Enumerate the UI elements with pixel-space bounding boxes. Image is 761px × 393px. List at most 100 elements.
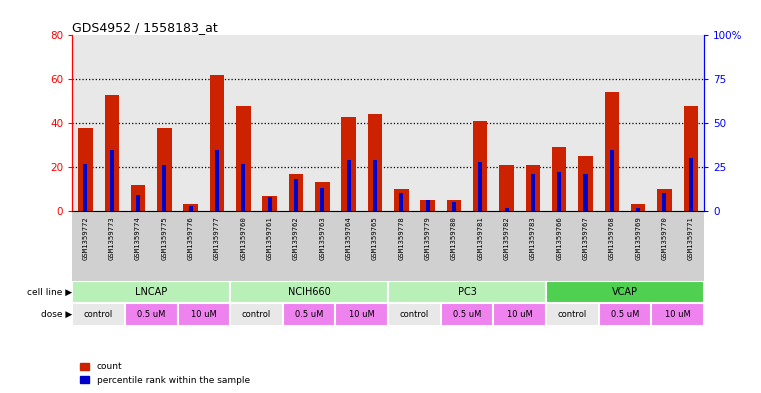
Bar [388, 303, 441, 326]
Text: GSM1359768: GSM1359768 [609, 217, 615, 261]
Bar [158, 128, 172, 211]
Bar [493, 303, 546, 326]
Bar [552, 147, 566, 211]
Bar [373, 160, 377, 211]
Bar [283, 303, 336, 326]
Bar [78, 128, 93, 211]
Bar [604, 92, 619, 211]
Bar [215, 150, 219, 211]
Text: control: control [84, 310, 113, 319]
Text: dose ▶: dose ▶ [40, 310, 72, 319]
Text: PC3: PC3 [457, 287, 476, 297]
Text: 10 uM: 10 uM [664, 310, 690, 319]
Bar [636, 208, 640, 211]
Bar [420, 200, 435, 211]
Bar [400, 193, 403, 211]
Bar [584, 174, 587, 211]
Bar [557, 173, 561, 211]
Bar [610, 150, 614, 211]
Text: GSM1359780: GSM1359780 [451, 217, 457, 261]
Bar [263, 196, 277, 211]
Text: GSM1359779: GSM1359779 [425, 217, 431, 261]
Bar [315, 182, 330, 211]
Text: NCIH660: NCIH660 [288, 287, 330, 297]
Bar [84, 163, 88, 211]
Bar [473, 121, 488, 211]
Bar [631, 204, 645, 211]
Text: GSM1359782: GSM1359782 [504, 217, 510, 261]
Bar [447, 200, 461, 211]
Bar [578, 156, 593, 211]
Text: GSM1359775: GSM1359775 [161, 217, 167, 261]
Text: 10 uM: 10 uM [349, 310, 374, 319]
Text: cell line ▶: cell line ▶ [27, 288, 72, 297]
Bar [288, 174, 303, 211]
Text: LNCAP: LNCAP [135, 287, 167, 297]
Bar [131, 185, 145, 211]
Text: 0.5 uM: 0.5 uM [453, 310, 481, 319]
Text: control: control [400, 310, 429, 319]
Text: GDS4952 / 1558183_at: GDS4952 / 1558183_at [72, 21, 218, 34]
Bar [177, 303, 230, 326]
Bar [210, 75, 224, 211]
Text: 10 uM: 10 uM [507, 310, 533, 319]
Bar [231, 281, 388, 303]
Text: GSM1359760: GSM1359760 [240, 217, 247, 261]
Bar [689, 158, 693, 211]
Bar [394, 189, 409, 211]
Text: GSM1359765: GSM1359765 [372, 217, 378, 261]
Bar [342, 117, 356, 211]
Text: 10 uM: 10 uM [191, 310, 217, 319]
Text: VCAP: VCAP [612, 287, 638, 297]
Bar [183, 204, 198, 211]
Text: 0.5 uM: 0.5 uM [137, 310, 165, 319]
Bar [662, 193, 667, 211]
Bar [72, 281, 231, 303]
Text: 0.5 uM: 0.5 uM [611, 310, 639, 319]
Text: GSM1359770: GSM1359770 [661, 217, 667, 261]
Text: GSM1359771: GSM1359771 [688, 217, 694, 261]
Text: GSM1359777: GSM1359777 [214, 217, 220, 261]
Bar [478, 162, 482, 211]
Bar [294, 180, 298, 211]
Text: GSM1359767: GSM1359767 [582, 217, 588, 261]
Text: GSM1359781: GSM1359781 [477, 217, 483, 261]
Bar [368, 114, 382, 211]
Bar [162, 165, 167, 211]
Bar [425, 200, 430, 211]
Bar [683, 106, 698, 211]
Text: GSM1359762: GSM1359762 [293, 217, 299, 261]
Text: control: control [558, 310, 587, 319]
Bar [599, 303, 651, 326]
Bar [136, 195, 140, 211]
Bar [388, 281, 546, 303]
Bar [268, 197, 272, 211]
Text: GSM1359778: GSM1359778 [398, 217, 404, 261]
Text: GSM1359773: GSM1359773 [109, 217, 115, 261]
Bar [531, 174, 535, 211]
Text: control: control [242, 310, 271, 319]
Text: GSM1359774: GSM1359774 [135, 217, 141, 261]
Text: GSM1359763: GSM1359763 [320, 217, 325, 261]
Bar [231, 303, 283, 326]
Bar [72, 303, 125, 326]
Bar [441, 303, 493, 326]
Bar [505, 208, 508, 211]
Bar [125, 303, 177, 326]
Bar [320, 188, 324, 211]
Bar [546, 303, 599, 326]
Bar [651, 303, 704, 326]
Bar [236, 106, 250, 211]
Bar [526, 165, 540, 211]
Bar [241, 163, 245, 211]
Text: GSM1359776: GSM1359776 [188, 217, 194, 261]
Text: GSM1359766: GSM1359766 [556, 217, 562, 261]
Bar [104, 95, 119, 211]
Bar [452, 202, 456, 211]
Bar [499, 165, 514, 211]
Bar [110, 150, 114, 211]
Legend: count, percentile rank within the sample: count, percentile rank within the sample [77, 359, 253, 389]
Text: GSM1359772: GSM1359772 [82, 217, 88, 261]
Text: GSM1359769: GSM1359769 [635, 217, 641, 261]
Text: GSM1359761: GSM1359761 [266, 217, 272, 261]
